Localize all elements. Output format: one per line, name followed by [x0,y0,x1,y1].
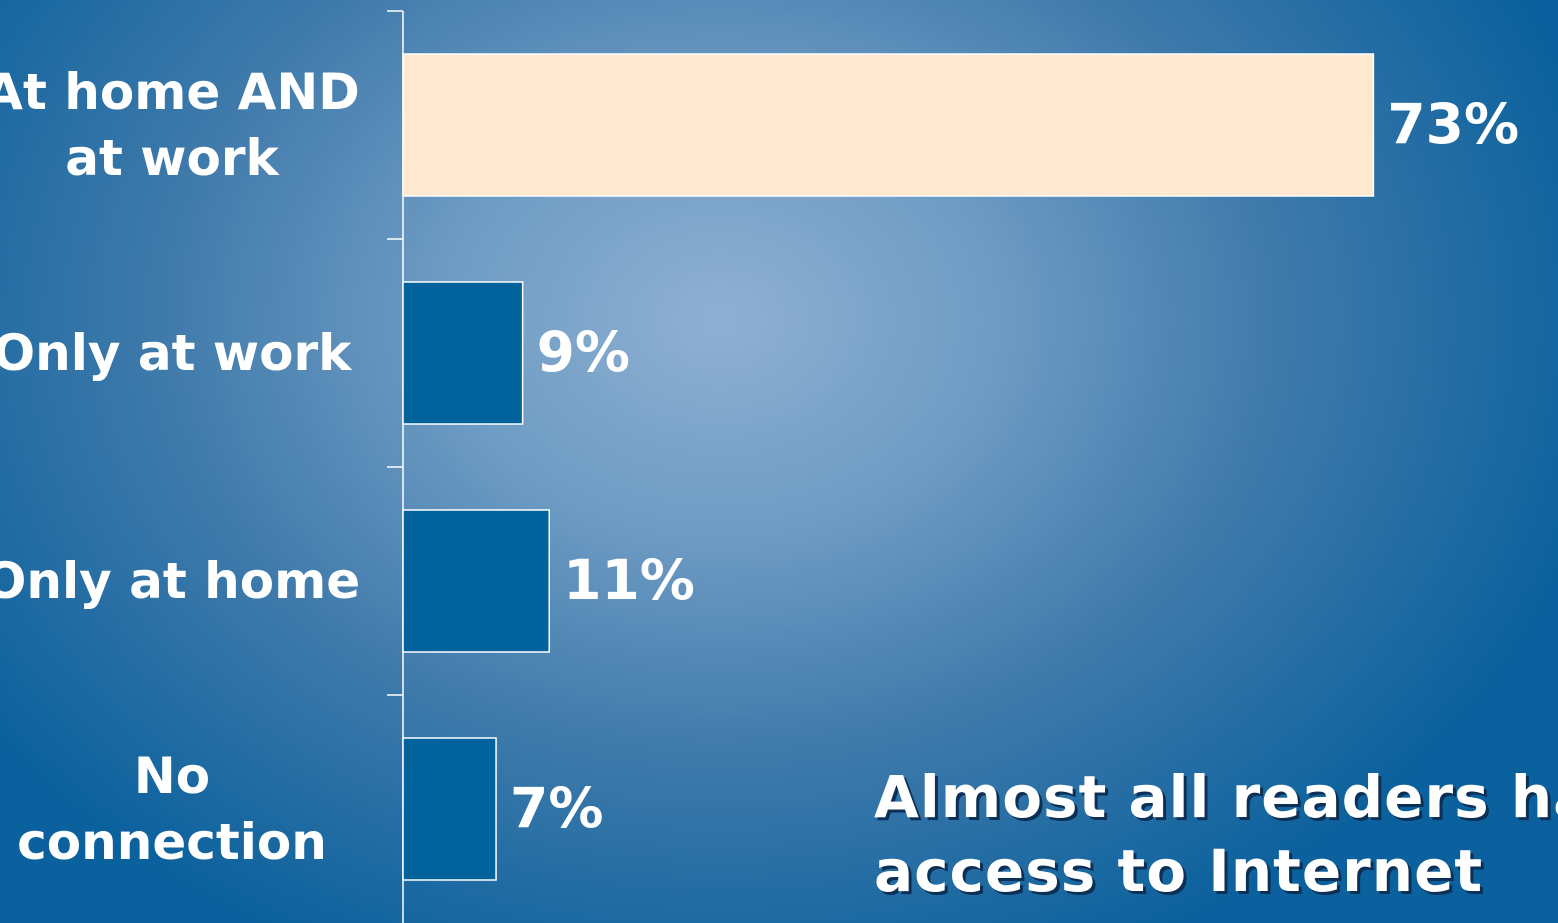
category-label-line: Only at home [0,552,361,610]
category-label-line: At home AND [0,63,360,121]
category-label-line: connection [17,813,327,871]
category-label-line: No [133,747,211,805]
bar-1 [402,53,1375,197]
value-label-2: 9% [536,320,631,384]
category-label-line: Only at work [0,324,352,382]
category-label-line: at work [65,129,279,187]
bar-3 [402,509,550,653]
annotation-line-1: Almost all readers have [874,763,1558,831]
category-label-4: No connection [0,743,362,875]
bar-4 [402,737,497,881]
bar-2 [402,281,524,425]
value-label-3: 11% [563,548,695,612]
value-label-1: 73% [1387,92,1520,156]
value-label-4: 7% [510,776,604,840]
category-label-1: At home AND at work [0,59,362,191]
category-label-3: Only at home [0,548,362,614]
annotation-line-2: access to Internet [874,837,1484,905]
category-label-2: Only at work [0,320,362,386]
chart-annotation: Almost all readers have access to Intern… [874,760,1558,908]
